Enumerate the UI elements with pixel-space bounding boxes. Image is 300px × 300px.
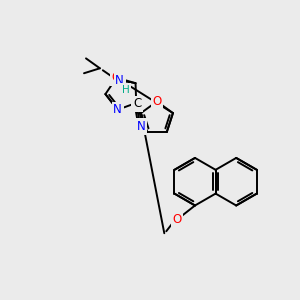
Text: H: H [122,85,130,95]
Text: O: O [152,95,162,108]
Text: N: N [115,74,124,87]
Text: O: O [172,213,182,226]
Text: N: N [113,103,122,116]
Text: C: C [133,98,141,110]
Text: N: N [136,120,146,133]
Text: O: O [112,71,121,84]
